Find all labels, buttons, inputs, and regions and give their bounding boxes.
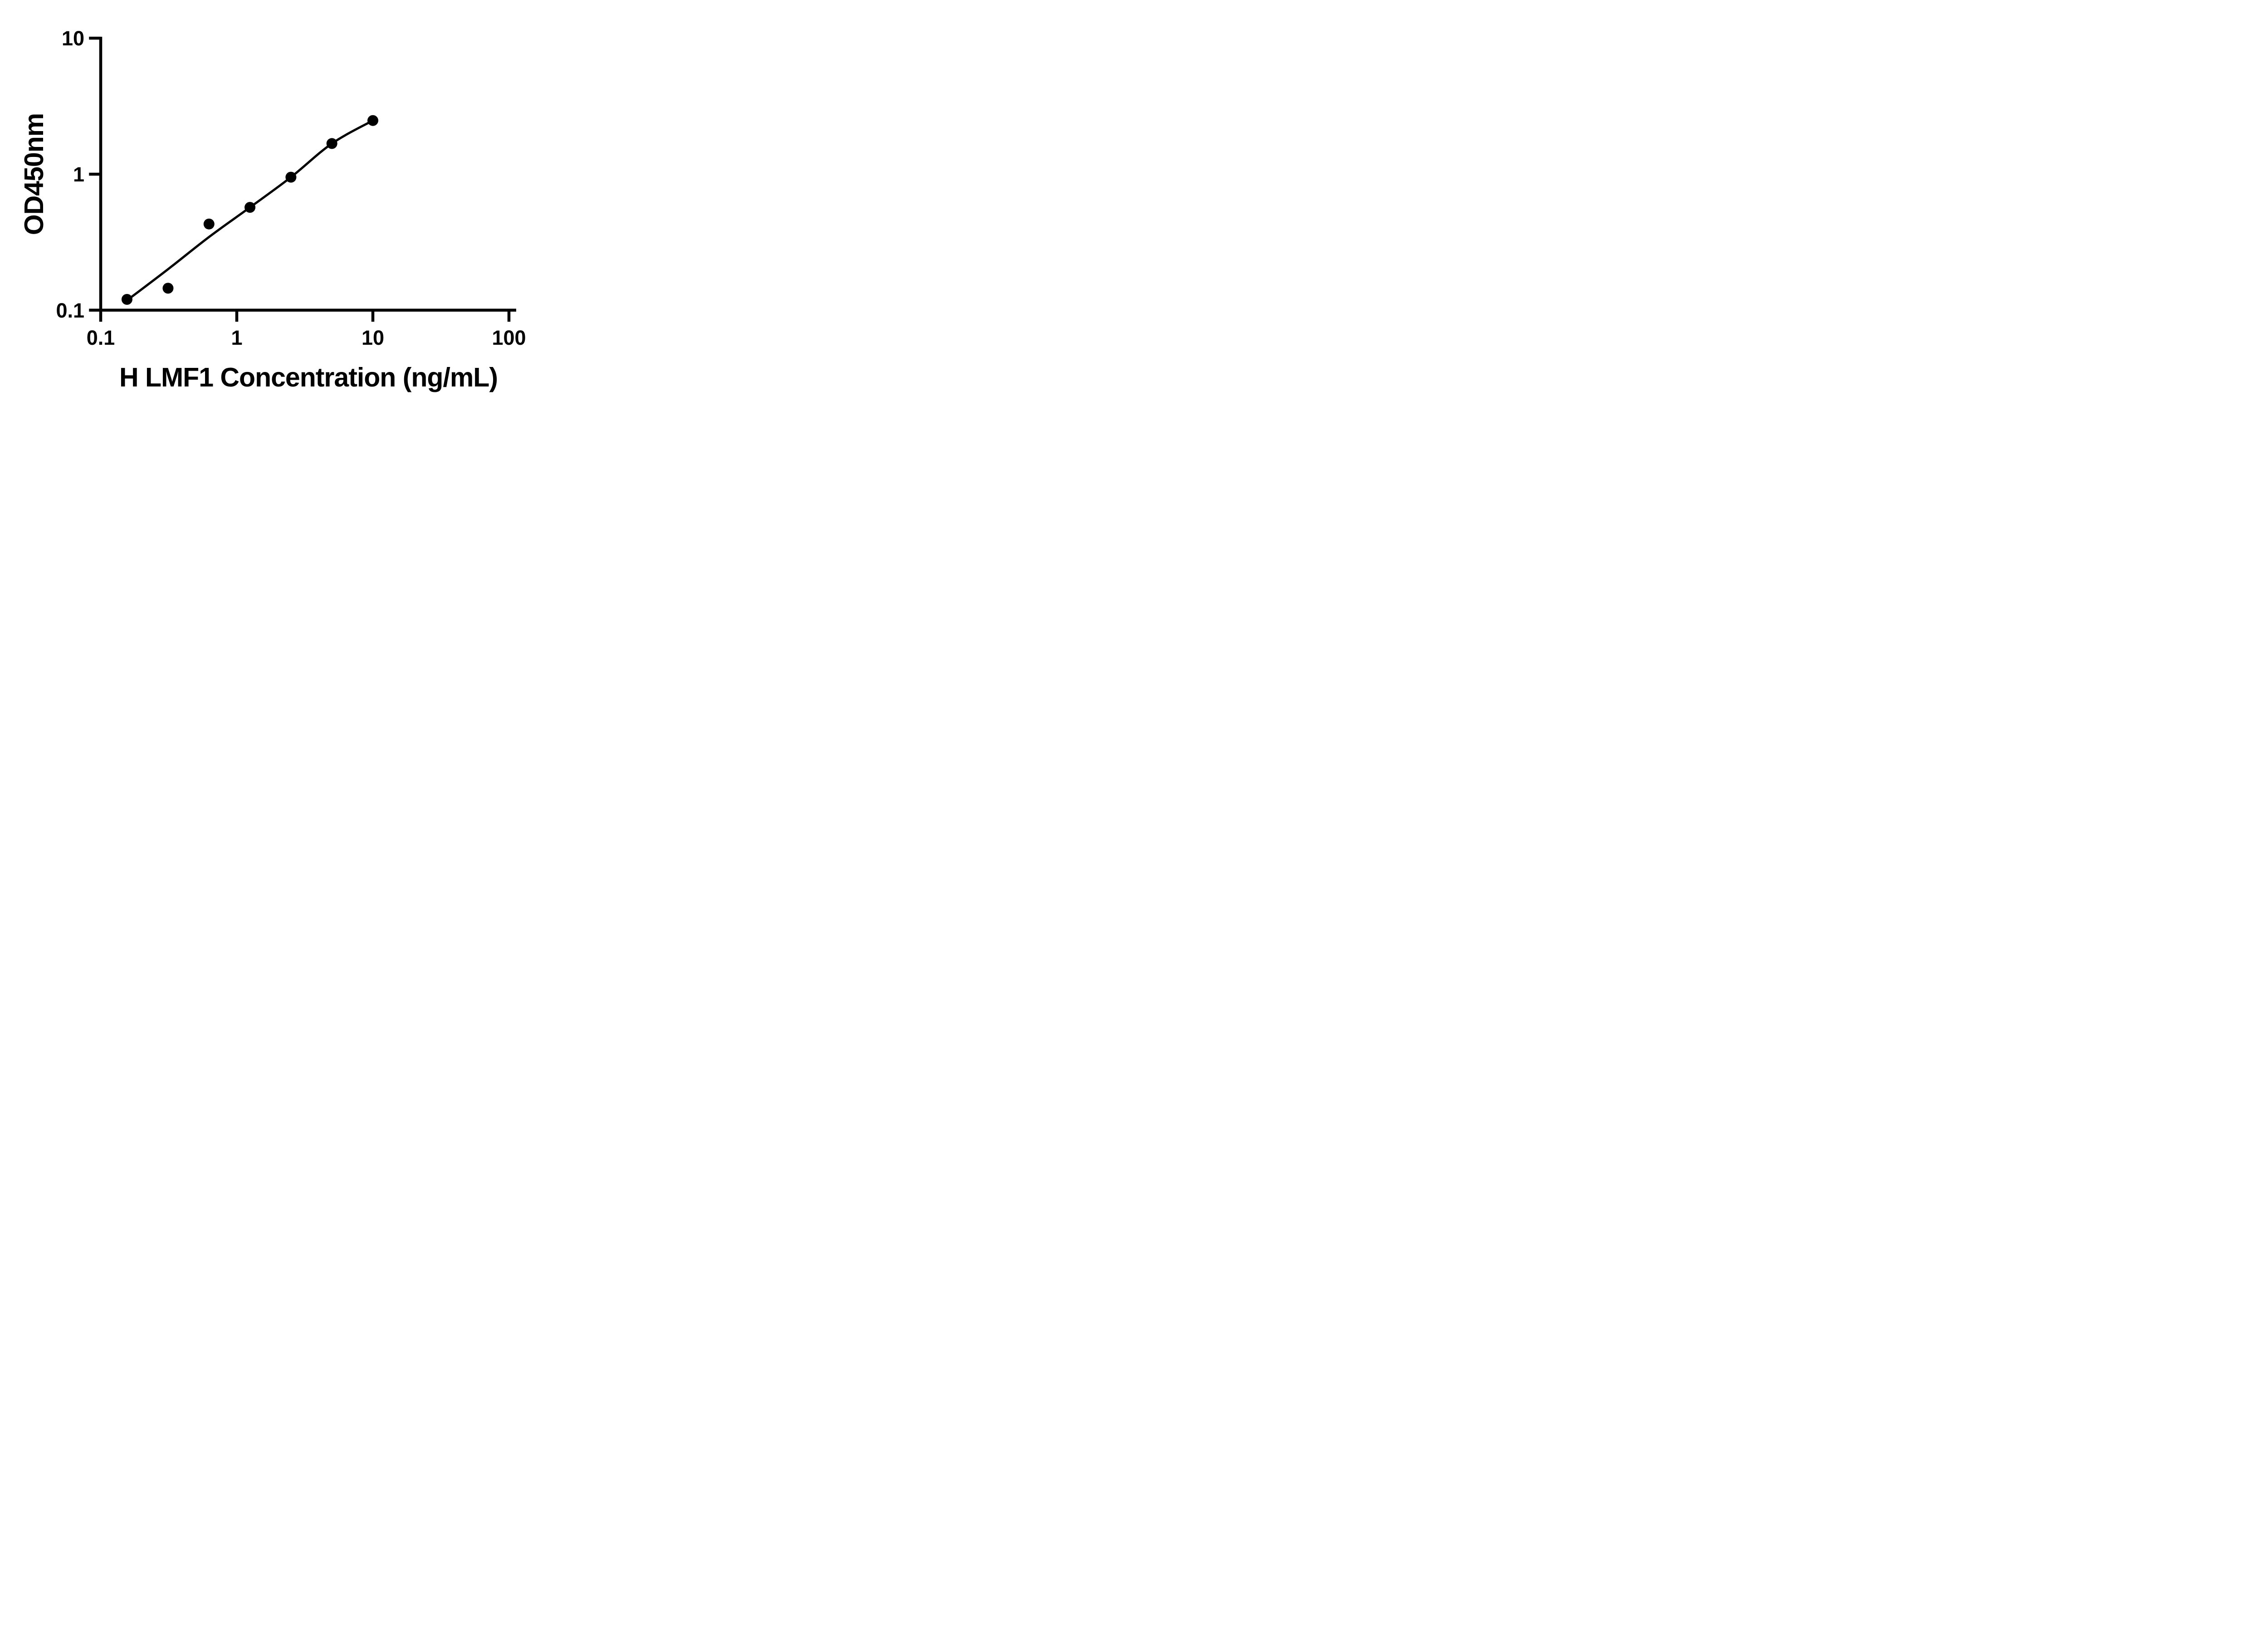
data-points-group xyxy=(121,115,378,305)
plot-area: 0.1 1 10 0.1 1 10 100 H LMF1 Concentration (ng… xyxy=(19,27,526,392)
x-axis-title: H LMF1 Concentration (ng/mL) xyxy=(119,362,498,392)
tick-labels-group: 0.1 1 10 0.1 1 10 100 xyxy=(56,27,526,349)
y-tick-label: 0.1 xyxy=(56,299,84,322)
x-tick-label: 10 xyxy=(362,326,384,349)
data-point xyxy=(285,171,297,183)
x-tick-label: 0.1 xyxy=(87,326,115,349)
data-point xyxy=(162,283,174,294)
data-point xyxy=(203,218,215,230)
y-axis-title: OD450nm xyxy=(19,113,49,235)
data-point xyxy=(326,138,337,149)
axes xyxy=(89,36,516,322)
y-tick-label: 1 xyxy=(73,163,84,186)
x-tick-label: 100 xyxy=(492,326,526,349)
elisa-standard-curve-figure: 0.1 1 10 0.1 1 10 100 H LMF1 Concentration (ng… xyxy=(0,0,572,408)
y-tick-label: 10 xyxy=(62,27,84,50)
axis-and-tick-marks xyxy=(89,36,516,322)
data-point xyxy=(367,115,378,126)
data-point xyxy=(121,294,132,305)
data-point xyxy=(244,202,256,213)
x-tick-label: 1 xyxy=(231,326,242,349)
